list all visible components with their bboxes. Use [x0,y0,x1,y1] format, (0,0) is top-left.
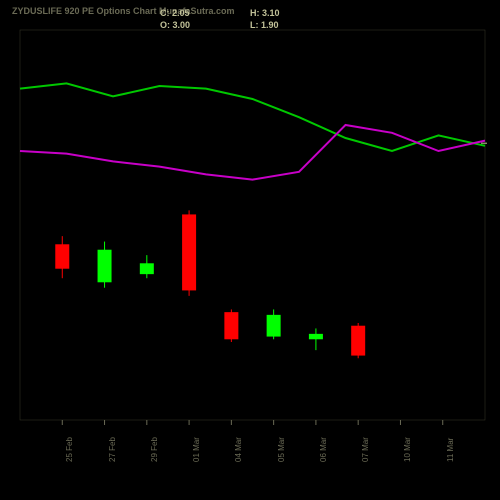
candle [98,250,112,283]
x-tick-label: 01 Mar [192,437,201,462]
x-tick-label: 11 Mar [446,438,455,462]
candle [309,334,323,339]
x-tick-label: 25 Feb [65,437,74,462]
candle [351,326,365,356]
candle [224,312,238,339]
x-tick-label: 06 Mar [319,437,328,462]
candle [182,214,196,290]
x-tick-label: 29 Feb [150,437,159,462]
x-tick-label: 04 Mar [234,437,243,462]
x-tick-label: 07 Mar [361,437,370,462]
candle [140,263,154,274]
chart-plot [0,0,500,500]
x-tick-label: 05 Mar [277,437,286,462]
x-tick-label: 10 Mar [403,437,412,462]
candle [267,315,281,337]
indicator-line-purple [20,125,485,180]
candle [55,244,69,268]
x-tick-label: 27 Feb [108,437,117,462]
